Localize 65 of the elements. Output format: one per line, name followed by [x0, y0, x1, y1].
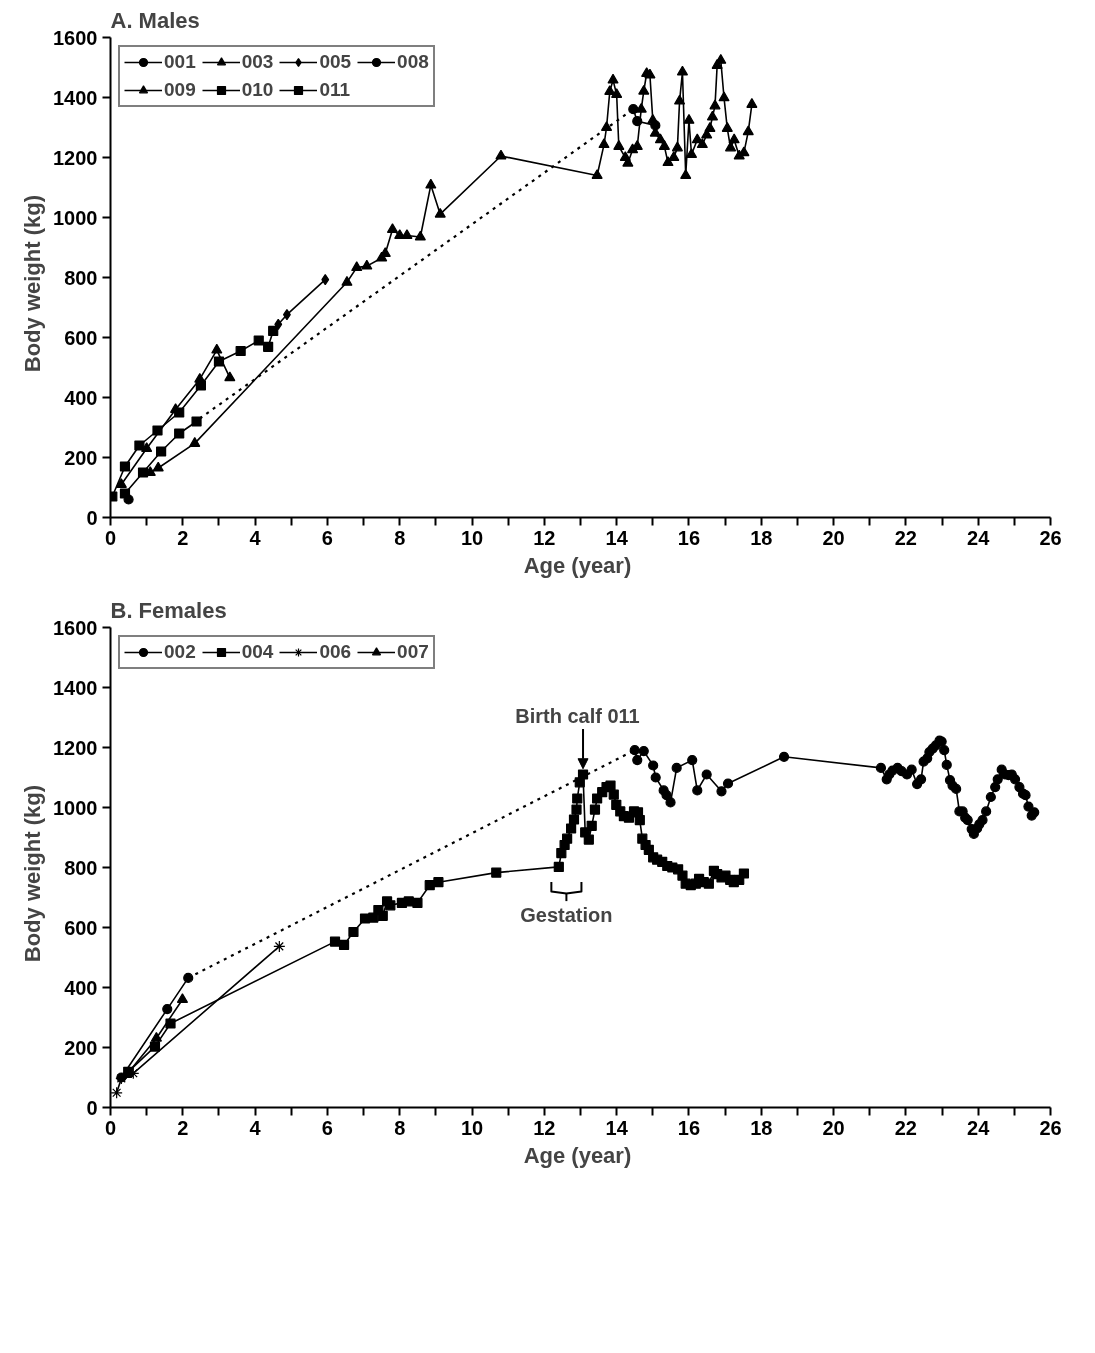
x-tick-label: 16 — [677, 526, 701, 549]
x-tick-label: 0 — [104, 1116, 117, 1139]
annotation: Gestation — [520, 903, 613, 926]
y-tick-label: 1000 — [53, 206, 98, 229]
x-tick-label: 8 — [394, 526, 406, 549]
y-tick-label: 600 — [64, 326, 98, 349]
x-tick-label: 2 — [177, 1116, 189, 1139]
x-tick-label: 4 — [249, 1116, 262, 1139]
y-tick-label: 800 — [64, 266, 98, 289]
x-tick-label: 10 — [460, 1116, 484, 1139]
legend-label: 003 — [241, 51, 274, 73]
y-tick-label: 200 — [64, 446, 98, 469]
annotation: Birth calf 011 — [515, 704, 640, 727]
x-tick-label: 4 — [249, 526, 262, 549]
y-tick-label: 1400 — [53, 86, 98, 109]
x-tick-label: 12 — [533, 1116, 556, 1139]
legend-label: 006 — [319, 641, 352, 663]
x-tick-label: 22 — [894, 1116, 918, 1139]
x-tick-label: 12 — [533, 526, 556, 549]
y-tick-label: 1600 — [53, 616, 98, 639]
x-tick-label: 26 — [1039, 1116, 1062, 1139]
x-tick-label: 0 — [104, 526, 117, 549]
x-axis-title: Age (year) — [523, 1142, 632, 1168]
legend-label: 002 — [164, 641, 196, 663]
chart-title: A. Males — [110, 7, 200, 33]
x-axis-title: Age (year) — [523, 552, 632, 578]
legend-label: 004 — [241, 641, 274, 663]
y-tick-label: 0 — [86, 1096, 98, 1119]
x-tick-label: 6 — [321, 1116, 333, 1139]
y-tick-label: 1400 — [53, 676, 98, 699]
y-tick-label: 600 — [64, 916, 98, 939]
y-tick-label: 1000 — [53, 796, 98, 819]
y-tick-label: 0 — [86, 506, 98, 529]
x-tick-label: 10 — [460, 526, 484, 549]
legend-label: 007 — [397, 641, 429, 663]
legend-label: 001 — [164, 51, 196, 73]
legend-label: 005 — [319, 51, 352, 73]
x-tick-label: 8 — [394, 1116, 406, 1139]
y-tick-label: 1200 — [53, 146, 98, 169]
x-tick-label: 2 — [177, 526, 189, 549]
y-tick-label: 1600 — [53, 26, 98, 49]
y-tick-label: 400 — [64, 386, 98, 409]
x-tick-label: 16 — [677, 1116, 701, 1139]
y-tick-label: 400 — [64, 976, 98, 999]
x-tick-label: 18 — [750, 1116, 773, 1139]
y-tick-label: 800 — [64, 856, 98, 879]
legend-label: 009 — [164, 79, 196, 101]
x-tick-label: 20 — [822, 1116, 845, 1139]
chart-title: B. Females — [110, 597, 227, 623]
x-tick-label: 24 — [967, 1116, 991, 1139]
y-tick-label: 1200 — [53, 736, 98, 759]
legend-label: 010 — [241, 79, 274, 101]
x-tick-label: 14 — [605, 526, 629, 549]
x-tick-label: 22 — [894, 526, 918, 549]
x-tick-label: 24 — [967, 526, 991, 549]
x-tick-label: 26 — [1039, 526, 1062, 549]
x-tick-label: 18 — [750, 526, 773, 549]
x-tick-label: 6 — [321, 526, 333, 549]
legend-label: 011 — [319, 79, 351, 101]
x-tick-label: 20 — [822, 526, 845, 549]
x-tick-label: 14 — [605, 1116, 629, 1139]
y-axis-title: Body weight (kg) — [20, 195, 46, 373]
y-axis-title: Body weight (kg) — [20, 785, 46, 963]
legend-label: 008 — [397, 51, 429, 73]
y-tick-label: 200 — [64, 1036, 98, 1059]
